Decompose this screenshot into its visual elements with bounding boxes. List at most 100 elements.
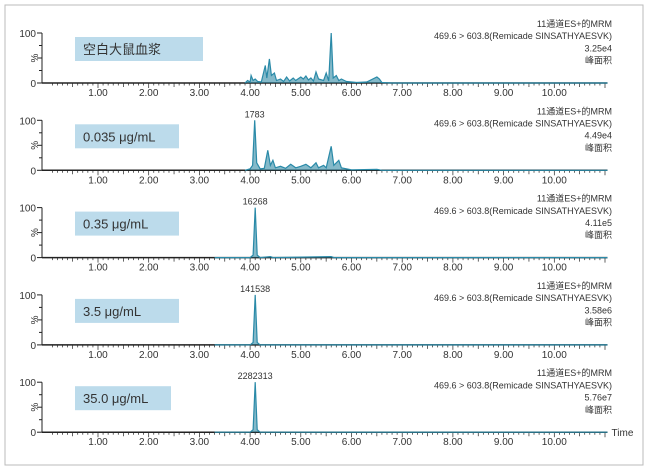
x-tick-label: 1.00 bbox=[88, 437, 108, 448]
trace-fill bbox=[214, 382, 608, 433]
x-tick-label: 8.00 bbox=[443, 263, 463, 274]
x-tick-label: 9.00 bbox=[494, 175, 514, 186]
trace-info-line: 4.11e5 bbox=[585, 218, 612, 228]
x-tick-label: 7.00 bbox=[392, 175, 412, 186]
trace-fill bbox=[214, 294, 608, 345]
x-tick-label: 1.00 bbox=[88, 263, 108, 274]
x-tick-label: 8.00 bbox=[443, 88, 463, 99]
sample-label: 0.035 μg/mL bbox=[83, 129, 156, 144]
y-tick-label: 100 bbox=[19, 116, 36, 127]
sample-label-box bbox=[75, 386, 171, 411]
x-tick-label: 4.00 bbox=[240, 88, 260, 99]
sample-label-box bbox=[75, 298, 179, 323]
x-tick-label: 2.00 bbox=[139, 175, 159, 186]
trace-line bbox=[244, 32, 608, 84]
x-tick-label: 4.00 bbox=[240, 263, 260, 274]
x-tick-label: 8.00 bbox=[443, 437, 463, 448]
y-tick-label: 0 bbox=[30, 166, 36, 177]
x-tick-label: 5.00 bbox=[291, 350, 311, 361]
sample-label: 3.5 μg/mL bbox=[83, 304, 141, 319]
trace-info-line: 11通道ES+的MRM bbox=[537, 280, 612, 291]
y-axis-label: % bbox=[30, 315, 41, 324]
x-tick-label: 2.00 bbox=[139, 437, 159, 448]
chromatogram-panel-1: 空白大鼠血浆 100 0% 1.00 2.00 3.00 4.00 5.00 6.00 7.00 8… bbox=[19, 18, 612, 99]
x-tick-label: 9.00 bbox=[494, 263, 514, 274]
chromatogram-panel-3: 0.35 μg/mL 100 0% 1.00 2.00 3.00 4.00 5.00 6.00 7… bbox=[19, 193, 612, 274]
x-tick-label: 9.00 bbox=[494, 437, 514, 448]
x-tick-label: 9.00 bbox=[494, 350, 514, 361]
trace-info-line: 5.76e7 bbox=[584, 393, 612, 403]
y-axis-label: % bbox=[30, 403, 41, 412]
y-tick-label: 100 bbox=[19, 29, 36, 40]
x-tick-label: 10.00 bbox=[542, 437, 567, 448]
sample-label-box bbox=[75, 124, 179, 149]
trace-info-line: 469.6 > 603.8(Remicade SINSATHYAESVK) bbox=[434, 206, 612, 216]
x-tick-label: 1.00 bbox=[88, 350, 108, 361]
sample-label-box bbox=[75, 211, 179, 236]
x-tick-label: 9.00 bbox=[494, 88, 514, 99]
x-tick-label: 7.00 bbox=[392, 88, 412, 99]
x-tick-label: 5.00 bbox=[291, 437, 311, 448]
x-tick-label: 10.00 bbox=[542, 350, 567, 361]
y-tick-label: 100 bbox=[19, 204, 36, 215]
x-tick-label: 1.00 bbox=[88, 175, 108, 186]
x-tick-label: 3.00 bbox=[190, 350, 210, 361]
x-tick-label: 5.00 bbox=[291, 88, 311, 99]
x-tick-label: 10.00 bbox=[542, 88, 567, 99]
trace-info-line: 峰面积 bbox=[585, 229, 612, 240]
trace-line bbox=[244, 120, 608, 171]
x-tick-label: 2.00 bbox=[139, 263, 159, 274]
x-tick-label: 6.00 bbox=[342, 88, 362, 99]
trace-info-line: 3.58e6 bbox=[584, 305, 612, 315]
x-tick-label: 10.00 bbox=[542, 175, 567, 186]
x-tick-label: 7.00 bbox=[392, 437, 412, 448]
x-tick-label: 3.00 bbox=[190, 88, 210, 99]
sample-label: 35.0 μg/mL bbox=[83, 391, 148, 406]
trace-line bbox=[214, 207, 608, 259]
trace-info-line: 469.6 > 603.8(Remicade SINSATHYAESVK) bbox=[434, 380, 612, 390]
x-tick-label: 4.00 bbox=[240, 437, 260, 448]
x-tick-label: 5.00 bbox=[291, 263, 311, 274]
trace-info-line: 469.6 > 603.8(Remicade SINSATHYAESVK) bbox=[434, 31, 612, 41]
x-tick-label: 3.00 bbox=[190, 437, 210, 448]
sample-label: 空白大鼠血浆 bbox=[83, 42, 161, 57]
y-tick-label: 0 bbox=[30, 428, 36, 439]
y-tick-label: 0 bbox=[30, 254, 36, 265]
trace-line bbox=[214, 382, 608, 433]
x-tick-label: 6.00 bbox=[342, 350, 362, 361]
y-axis-label: % bbox=[30, 53, 41, 62]
trace-info-line: 3.25e4 bbox=[584, 43, 612, 53]
trace-info-line: 11通道ES+的MRM bbox=[537, 18, 612, 29]
y-tick-label: 100 bbox=[19, 378, 36, 389]
x-tick-label: 10.00 bbox=[542, 263, 567, 274]
x-tick-label: 3.00 bbox=[190, 263, 210, 274]
trace-line bbox=[214, 294, 608, 346]
x-tick-label: 7.00 bbox=[392, 350, 412, 361]
chromatogram-panel-5: 35.0 μg/mL 100 0% 1.00 2.00 3.00 4.00 5.00 6.00 7… bbox=[19, 367, 634, 448]
chromatogram-panel-2: 0.035 μg/mL 100 0% 1.00 2.00 3.00 4.00 5.00 6.00… bbox=[19, 105, 612, 186]
chromatogram-panel-4: 3.5 μg/mL 100 0% 1.00 2.00 3.00 4.00 5.00 6.00 7.… bbox=[19, 280, 612, 361]
y-axis-label: % bbox=[30, 228, 41, 237]
trace-info-line: 11通道ES+的MRM bbox=[537, 105, 612, 116]
x-tick-label: 5.00 bbox=[291, 175, 311, 186]
peak-label: 2282313 bbox=[238, 371, 273, 381]
trace-info-line: 4.49e4 bbox=[584, 131, 612, 141]
trace-info-line: 峰面积 bbox=[585, 317, 612, 328]
y-axis-label: % bbox=[30, 141, 41, 150]
x-tick-label: 2.00 bbox=[139, 350, 159, 361]
figure-border bbox=[4, 4, 644, 466]
peak-label: 1783 bbox=[245, 109, 265, 119]
x-tick-label: 8.00 bbox=[443, 175, 463, 186]
peak-label: 16268 bbox=[243, 197, 268, 207]
sample-label: 0.35 μg/mL bbox=[83, 217, 148, 232]
x-tick-label: 4.00 bbox=[240, 175, 260, 186]
trace-info-line: 11通道ES+的MRM bbox=[537, 193, 612, 204]
trace-info-line: 11通道ES+的MRM bbox=[537, 367, 612, 378]
x-tick-label: 7.00 bbox=[392, 263, 412, 274]
trace-info-line: 469.6 > 603.8(Remicade SINSATHYAESVK) bbox=[434, 119, 612, 129]
trace-info-line: 峰面积 bbox=[585, 404, 612, 415]
x-tick-label: 3.00 bbox=[190, 175, 210, 186]
x-tick-label: 6.00 bbox=[342, 437, 362, 448]
